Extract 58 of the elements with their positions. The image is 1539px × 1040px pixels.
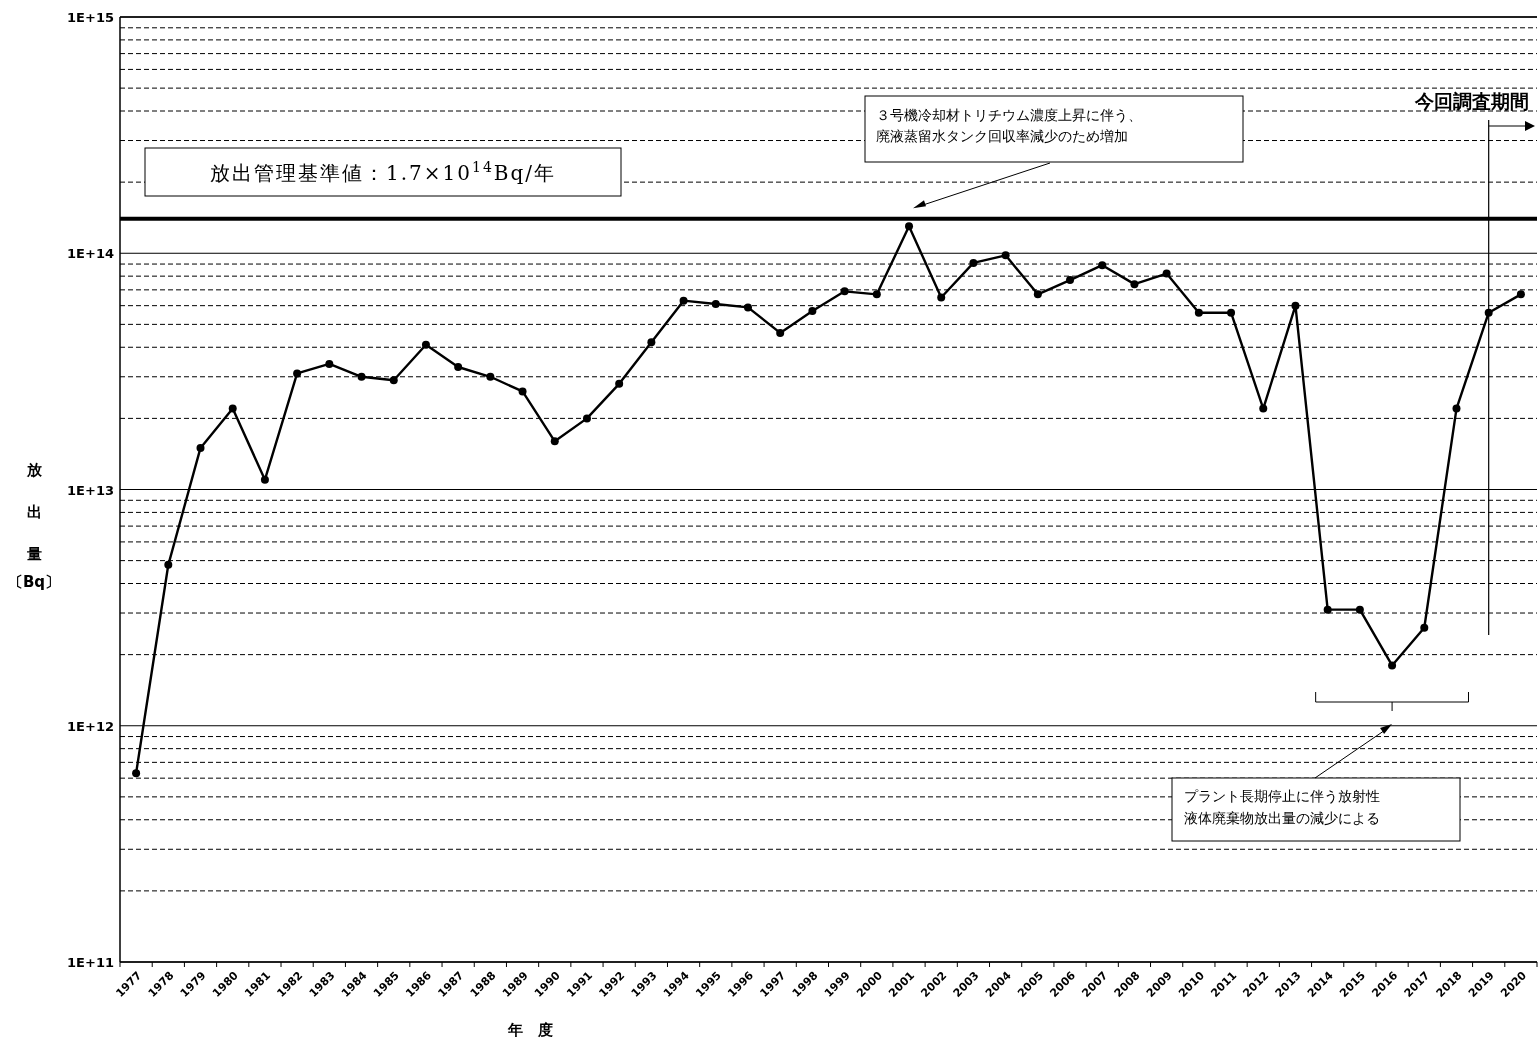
point: [1098, 261, 1107, 270]
point: [905, 222, 914, 231]
x-axis-title: 年 度: [506, 1021, 553, 1039]
ref-label: 放出管理基準値：1.7×10$^{14}$Bq/年: [144, 147, 622, 197]
point: [1484, 308, 1493, 317]
point: [1452, 404, 1461, 413]
point: [1388, 661, 1397, 670]
point: [776, 328, 785, 337]
point: [743, 303, 752, 312]
annotation: プラント長期停止に伴う放射性液体廃棄物放出量の減少による: [1184, 788, 1380, 826]
y-tick-label: 1E+13: [67, 482, 114, 498]
point: [389, 376, 398, 385]
point: [132, 769, 141, 778]
point: [969, 258, 978, 267]
point: [325, 359, 334, 368]
point: [486, 372, 495, 381]
point: [1355, 605, 1364, 614]
y-tick-label: 1E+12: [67, 718, 114, 734]
y-tick-label: 1E+11: [67, 955, 114, 970]
text: 放出量〔Bq〕: [7, 461, 61, 591]
y-tick-label: 1E+15: [67, 10, 114, 25]
point: [679, 296, 688, 305]
point: [1323, 605, 1332, 614]
point: [421, 340, 430, 349]
point: [872, 290, 881, 299]
annotation: プラント長期停止に伴う放射性液体廃棄物放出量の減少による: [1171, 724, 1461, 842]
point: [711, 299, 720, 308]
ref-line-label: 今回調査期間: [1414, 90, 1529, 112]
point: [260, 475, 269, 484]
y-tick-label: 1E+14: [67, 246, 114, 262]
annotation: ３号機冷却材トリチウム濃度上昇に伴う、廃液蒸留水タンク回収率減少のため増加: [864, 95, 1244, 209]
point: [550, 437, 559, 446]
point: [196, 443, 205, 452]
point: [1194, 308, 1203, 317]
point: [647, 338, 656, 347]
point: [357, 372, 366, 381]
point: [293, 369, 302, 378]
annotation: ３号機冷却材トリチウム濃度上昇に伴う、廃液蒸留水タンク回収率減少のため増加: [876, 107, 1142, 144]
point: [808, 306, 817, 315]
point: [1516, 290, 1525, 299]
point: [1291, 301, 1300, 310]
point: [1420, 623, 1429, 632]
point: [1162, 269, 1171, 278]
ref-line-label: 放出管理基準値：1.7×10$^{14}$Bq/年: [209, 159, 557, 185]
point: [1066, 276, 1075, 285]
point: [1033, 290, 1042, 299]
point: [615, 379, 624, 388]
point: [454, 363, 463, 371]
point: [518, 387, 527, 396]
point: [1227, 308, 1236, 317]
point: [228, 404, 237, 413]
point: [1259, 404, 1268, 413]
point: [840, 287, 849, 296]
point: [1130, 280, 1139, 289]
point: [582, 414, 591, 423]
point: [937, 293, 946, 302]
point: [164, 560, 173, 569]
point: [1001, 251, 1010, 260]
